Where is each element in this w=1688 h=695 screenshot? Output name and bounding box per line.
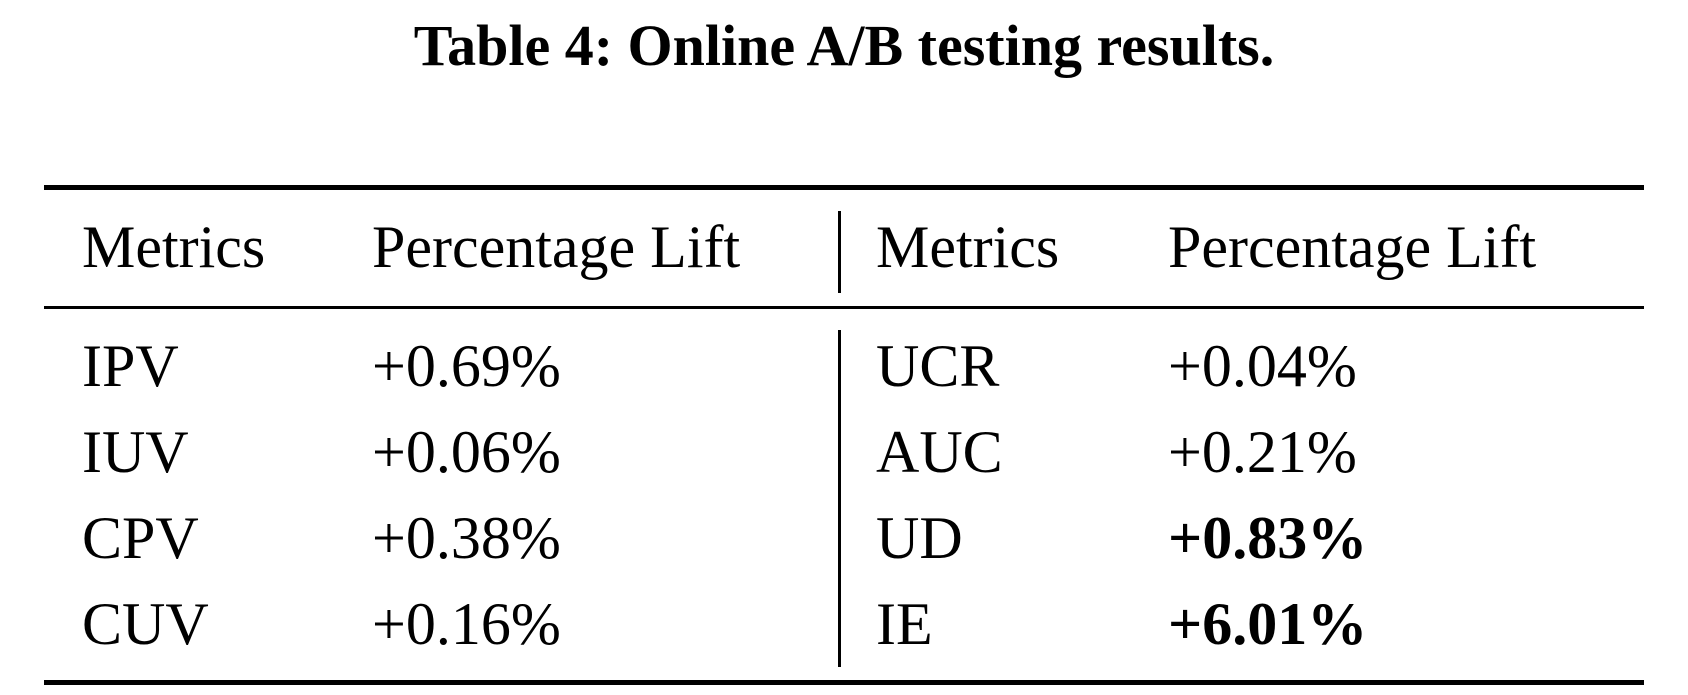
table-cell-left-lift: +0.38%: [372, 505, 561, 571]
table-caption: Table 4: Online A/B testing results.: [413, 13, 1275, 78]
table-top-rule: [44, 185, 1644, 190]
table-header-rule: [44, 306, 1644, 309]
table-cell-left-metric: IPV: [82, 333, 179, 399]
table-cell-right-lift: +0.83%: [1168, 505, 1368, 571]
table-cell-right-metric: IE: [876, 591, 933, 657]
table-cell-left-metric: CUV: [82, 591, 209, 657]
table-cell-left-lift: +0.69%: [372, 333, 561, 399]
table-cell-left-metric: IUV: [82, 419, 189, 485]
table-bottom-rule: [44, 680, 1644, 685]
table-cell-left-metric: CPV: [82, 505, 199, 571]
column-divider-body: [838, 330, 841, 667]
table-cell-right-metric: AUC: [876, 419, 1003, 485]
table-cell-right-metric: UCR: [876, 333, 1000, 399]
table-cell-left-lift: +0.16%: [372, 591, 561, 657]
table-cell-right-lift: +0.21%: [1168, 419, 1357, 485]
table-cell-right-metric: UD: [876, 505, 963, 571]
header-right-percentage-lift: Percentage Lift: [1168, 214, 1537, 280]
table-cell-right-lift: +0.04%: [1168, 333, 1357, 399]
header-right-metrics: Metrics: [876, 214, 1060, 280]
header-left-percentage-lift: Percentage Lift: [372, 214, 741, 280]
column-divider-header: [838, 211, 841, 293]
table-cell-left-lift: +0.06%: [372, 419, 561, 485]
table-cell-right-lift: +6.01%: [1168, 591, 1368, 657]
header-left-metrics: Metrics: [82, 214, 266, 280]
